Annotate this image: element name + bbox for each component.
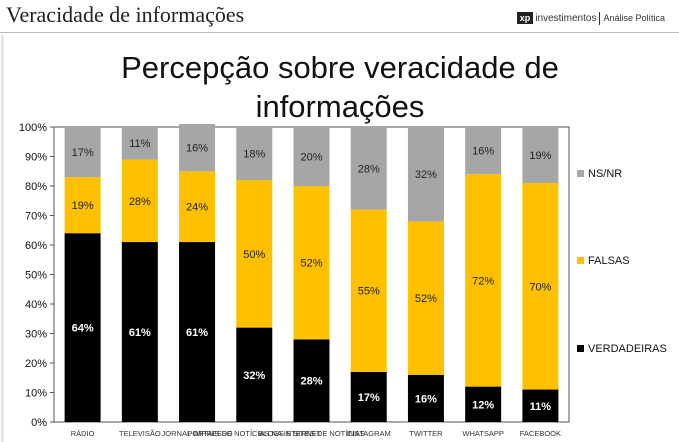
category-label: WHATSAPP <box>462 429 504 438</box>
data-label: 32% <box>243 370 265 382</box>
bar-segment-ns-nr <box>179 124 216 172</box>
bar-segment-falsas <box>522 183 559 390</box>
data-label: 28% <box>129 196 151 208</box>
category-label: RÁDIO <box>71 429 95 438</box>
category-label: FACEBOOK <box>520 429 561 438</box>
legend-label: NS/NR <box>588 168 622 180</box>
legend-label: VERDADEIRAS <box>588 343 667 355</box>
legend-swatch <box>577 257 584 264</box>
data-label: 11% <box>530 401 552 413</box>
legend-swatch <box>577 345 584 352</box>
bar-segment-verdadeiras <box>179 242 216 422</box>
bar-segment-verdadeiras <box>64 233 101 422</box>
bar-segment-ns-nr <box>64 127 101 178</box>
bar-segment-falsas <box>293 186 330 340</box>
data-label: 19% <box>72 200 94 212</box>
bar-segment-verdadeiras <box>121 242 158 422</box>
data-label: 16% <box>472 146 494 158</box>
y-tick-label: 20% <box>25 358 47 370</box>
logo-brand: investimentos <box>535 12 597 24</box>
bar-segment-ns-nr <box>350 127 387 210</box>
logo-mark: xp <box>516 12 534 24</box>
data-label: 24% <box>186 202 208 214</box>
slide-title: Veracidade de informações <box>6 2 245 27</box>
data-label: 16% <box>186 143 208 155</box>
y-tick-label: 70% <box>25 211 47 223</box>
data-label: 17% <box>358 392 380 404</box>
bar-segment-verdadeiras <box>522 389 559 422</box>
left-frame-edge <box>1 35 4 442</box>
data-label: 17% <box>72 147 94 159</box>
bar-segment-ns-nr <box>522 127 559 184</box>
data-label: 50% <box>243 249 265 261</box>
data-label: 64% <box>72 323 94 335</box>
bar-segment-verdadeiras <box>350 371 387 422</box>
legend-label: FALSAS <box>588 255 630 267</box>
slide-header: Veracidade de informações xp investiment… <box>0 0 679 33</box>
bar-segment-falsas <box>121 159 158 243</box>
data-label: 70% <box>529 281 551 293</box>
bar-segment-verdadeiras <box>407 374 444 422</box>
logo-subtitle: Análise Política <box>603 13 665 23</box>
data-label: 55% <box>358 286 380 298</box>
data-label: 52% <box>415 293 437 305</box>
bar-segment-ns-nr <box>407 127 444 222</box>
data-label: 19% <box>529 150 551 162</box>
data-label: 61% <box>129 327 151 339</box>
bar-segment-falsas <box>236 180 273 328</box>
data-label: 12% <box>472 399 494 411</box>
data-label: 11% <box>129 138 150 150</box>
y-tick-label: 50% <box>25 270 47 282</box>
data-label: 61% <box>186 327 208 339</box>
bar-segment-ns-nr <box>293 127 330 186</box>
y-tick-label: 0% <box>31 417 47 429</box>
y-tick-label: 40% <box>25 299 47 311</box>
xp-logo: xp investimentos Análise Política <box>516 10 665 26</box>
category-label: BLOGS E SITES DE NOTÍCIAS <box>258 429 365 438</box>
y-tick-label: 100% <box>19 122 47 134</box>
legend-swatch <box>577 170 584 177</box>
y-tick-label: 30% <box>25 329 47 341</box>
y-tick-label: 80% <box>25 181 47 193</box>
bar-segment-ns-nr <box>236 127 273 181</box>
bar-segment-falsas <box>64 177 101 234</box>
bar-segment-falsas <box>179 171 216 243</box>
bar-segment-verdadeiras <box>293 339 330 422</box>
data-label: 18% <box>243 149 265 161</box>
y-tick-label: 10% <box>25 388 47 400</box>
logo-separator <box>599 11 601 25</box>
data-label: 16% <box>415 393 437 405</box>
header-divider <box>0 32 679 33</box>
bar-segment-falsas <box>465 174 502 387</box>
category-label: TWITTER <box>409 429 443 438</box>
data-label: 72% <box>472 275 494 287</box>
bar-segment-falsas <box>407 221 444 375</box>
data-label: 28% <box>358 163 380 175</box>
category-label: JORNAL IMPRESSO <box>162 429 233 438</box>
bar-segment-verdadeiras <box>236 327 273 422</box>
data-label: 28% <box>300 376 322 388</box>
category-label: TELEVISÃO <box>119 429 161 438</box>
category-label: INSTAGRAM <box>347 429 391 438</box>
y-tick-label: 60% <box>25 240 47 252</box>
category-label: PORTAIS DE NOTÍCIAS NA INTERNET <box>187 429 321 438</box>
data-label: 20% <box>300 152 322 164</box>
bar-segment-ns-nr <box>121 127 158 160</box>
bar-segment-falsas <box>350 209 387 372</box>
bar-segment-ns-nr <box>465 127 502 175</box>
data-label: 52% <box>300 258 322 270</box>
chart-title: Percepção sobre veracidade de informaçõe… <box>121 50 559 124</box>
data-label: 32% <box>415 169 437 181</box>
y-tick-label: 90% <box>25 152 47 164</box>
bar-segment-verdadeiras <box>465 386 502 422</box>
